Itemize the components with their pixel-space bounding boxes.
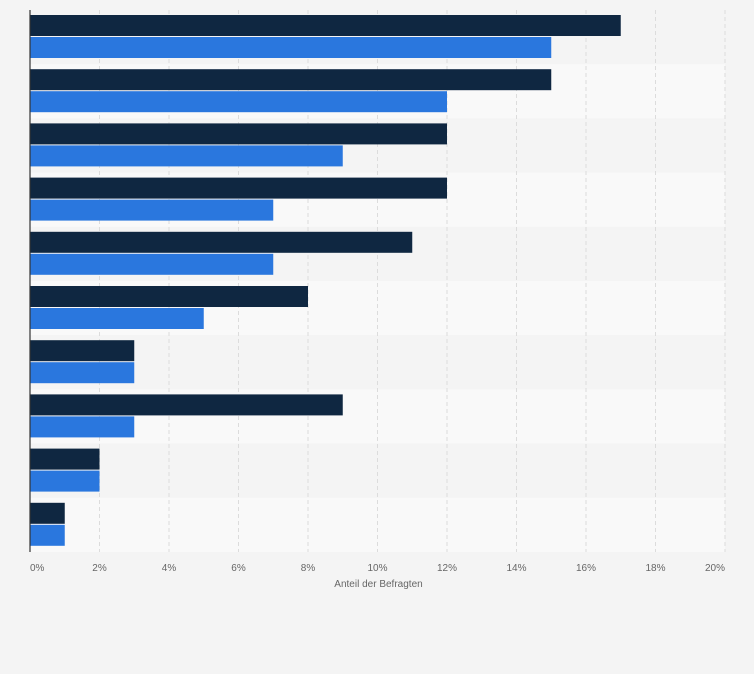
bar[interactable] (30, 37, 552, 58)
bar[interactable] (30, 340, 135, 362)
bar[interactable] (30, 394, 343, 416)
bar[interactable] (30, 253, 274, 275)
x-tick-label: 16% (576, 563, 596, 574)
bar[interactable] (30, 308, 204, 329)
x-tick-label: 14% (506, 563, 526, 574)
bar[interactable] (30, 286, 308, 307)
bar[interactable] (30, 448, 100, 470)
bar[interactable] (30, 502, 65, 524)
x-tick-label: 6% (231, 563, 246, 574)
bar[interactable] (30, 15, 621, 36)
x-tick-label: 8% (301, 563, 316, 574)
bar[interactable] (30, 470, 100, 492)
x-tick-label: 10% (367, 563, 387, 574)
x-tick-label: 4% (162, 563, 177, 574)
x-tick-label: 0% (30, 563, 45, 574)
x-tick-label: 20% (705, 563, 725, 574)
bar[interactable] (30, 231, 413, 253)
bar[interactable] (30, 416, 135, 438)
bar[interactable] (30, 177, 447, 199)
x-tick-label: 2% (92, 563, 107, 574)
x-axis-label: Anteil der Befragten (334, 579, 422, 590)
bar[interactable] (30, 123, 447, 145)
x-tick-label: 12% (437, 563, 457, 574)
x-tick-labels: 0% 2% 4% 6% 8% 10% 12% 14% 16% 18% 20% (30, 563, 725, 574)
bar[interactable] (30, 524, 65, 546)
bar[interactable] (30, 199, 274, 221)
x-tick-label: 18% (645, 563, 665, 574)
bar[interactable] (30, 145, 343, 167)
bar[interactable] (30, 362, 135, 384)
bar[interactable] (30, 91, 447, 113)
bars (30, 15, 621, 546)
bar[interactable] (30, 69, 552, 91)
